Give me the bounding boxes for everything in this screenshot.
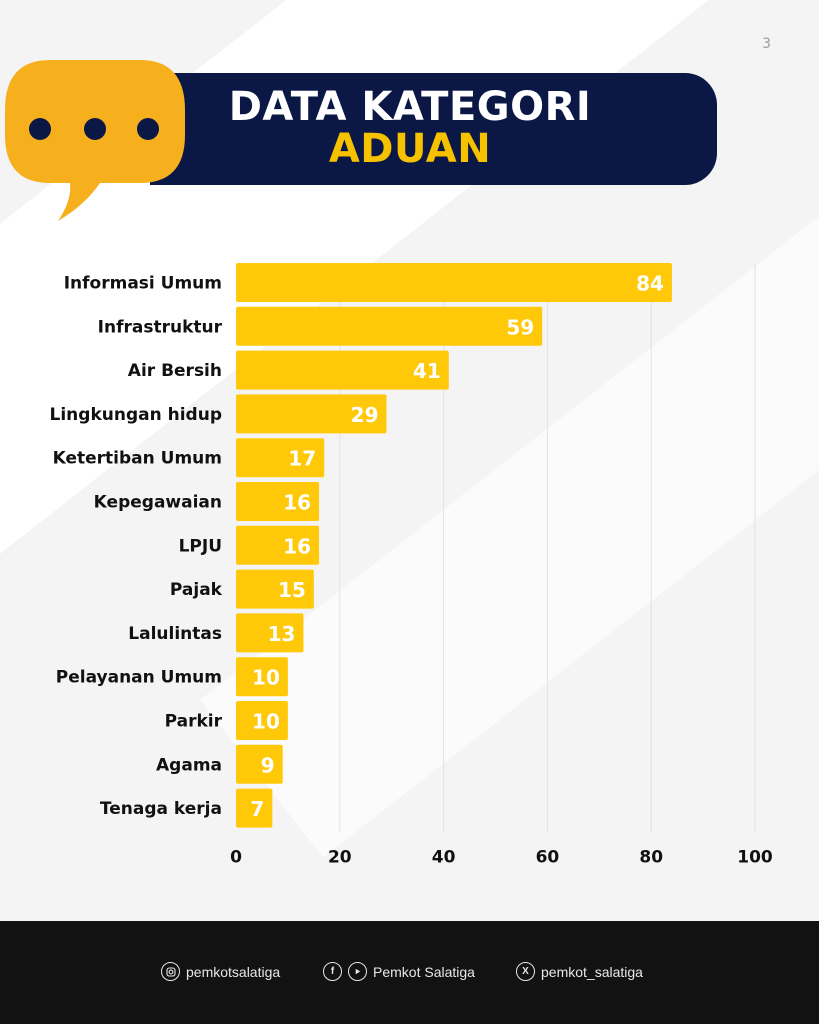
page-title: DATA KATEGORI ADUAN <box>150 86 670 170</box>
x-icon: X <box>516 962 535 981</box>
bar <box>236 525 320 565</box>
data-label: 16 <box>283 534 311 558</box>
bar <box>236 263 672 302</box>
facebook-youtube-handle: Pemkot Salatiga <box>373 963 475 980</box>
bar <box>236 613 304 653</box>
facebook-youtube-link[interactable]: f Pemkot Salatiga <box>323 962 475 981</box>
category-label: Lalulintas <box>128 624 222 644</box>
bar <box>236 306 543 346</box>
data-label: 15 <box>278 578 306 602</box>
x-handle: pemkot_salatiga <box>541 963 643 980</box>
category-label: Ketertiban Umum <box>53 449 222 469</box>
data-label: 10 <box>252 710 280 734</box>
category-label: Pelayanan Umum <box>56 668 222 688</box>
category-label: Kepegawaian <box>94 493 222 513</box>
facebook-icon: f <box>323 962 342 981</box>
x-tick-label: 60 <box>536 847 560 867</box>
category-label: Tenaga kerja <box>100 799 222 819</box>
category-label: LPJU <box>179 536 222 556</box>
data-label: 16 <box>283 491 311 515</box>
instagram-handle: pemkotsalatiga <box>186 963 281 980</box>
category-label: Informasi Umum <box>64 274 222 294</box>
data-label: 41 <box>413 359 441 383</box>
bar <box>236 744 283 784</box>
title-line-2: ADUAN <box>328 126 492 172</box>
data-label: 13 <box>268 622 296 646</box>
youtube-icon <box>348 962 367 981</box>
instagram-icon <box>161 962 180 981</box>
title-line-1: DATA KATEGORI <box>228 84 592 130</box>
category-label: Air Bersih <box>128 361 222 381</box>
x-link[interactable]: X pemkot_salatiga <box>516 962 643 981</box>
data-label: 7 <box>250 797 264 821</box>
page-number: 3 <box>762 36 771 52</box>
category-label: Parkir <box>165 712 223 732</box>
x-tick-label: 40 <box>432 847 456 867</box>
x-tick-label: 80 <box>639 847 663 867</box>
header-banner <box>150 73 717 185</box>
data-label: 29 <box>351 403 379 427</box>
bar <box>236 788 273 828</box>
bar <box>236 394 387 434</box>
data-label: 9 <box>261 753 275 777</box>
bar <box>236 569 314 609</box>
bar <box>236 350 449 390</box>
chat-bubble-icon <box>5 60 185 221</box>
x-tick-label: 100 <box>737 847 773 867</box>
category-label: Agama <box>156 755 222 775</box>
category-label: Pajak <box>170 580 223 600</box>
data-label: 84 <box>636 272 664 296</box>
bar <box>236 657 288 697</box>
bar <box>236 482 320 521</box>
category-label: Infrastruktur <box>98 317 223 337</box>
data-label: 10 <box>252 666 280 690</box>
instagram-link[interactable]: pemkotsalatiga <box>161 962 280 981</box>
category-label: Lingkungan hidup <box>50 405 222 425</box>
bar-chart: Informasi Umum Infrastruktur Air Bersih Lin… <box>50 263 773 867</box>
data-label: 17 <box>288 447 316 471</box>
x-tick-label: 0 <box>230 847 242 867</box>
x-tick-label: 20 <box>328 847 352 867</box>
footer <box>0 921 819 1024</box>
bar <box>236 438 325 478</box>
bar <box>236 701 288 740</box>
data-label: 59 <box>506 315 534 339</box>
